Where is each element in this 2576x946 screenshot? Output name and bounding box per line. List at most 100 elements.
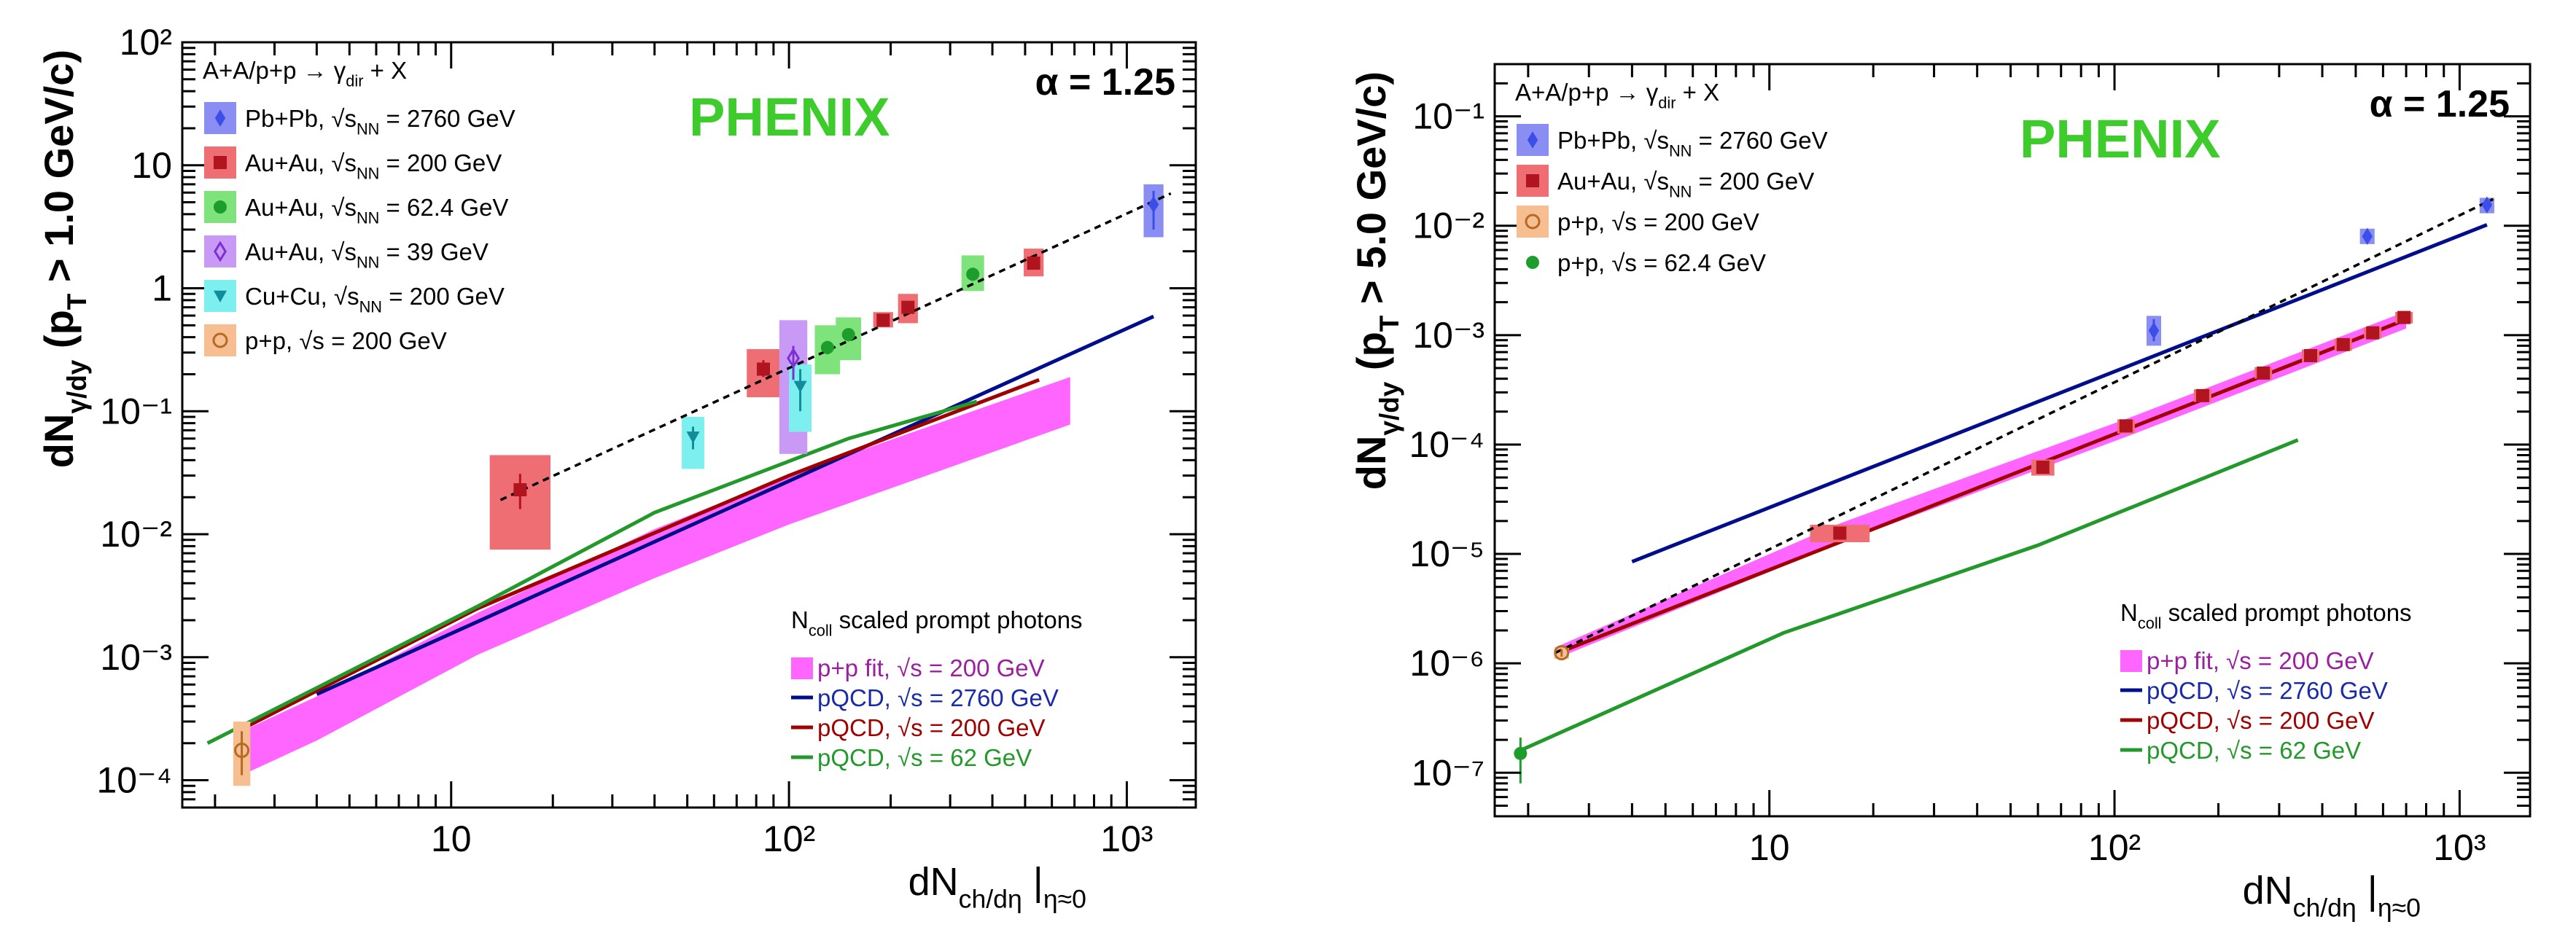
y-tick-label: 10² [120, 22, 172, 63]
alpha-label: α = 1.25 [1035, 61, 1175, 103]
legend-marker [214, 156, 227, 169]
alpha-label: α = 1.25 [2370, 83, 2510, 125]
legend-entry: Cu+Cu, √sNN = 200 GeV [245, 283, 505, 316]
data-point [2303, 348, 2317, 362]
data-point [2397, 310, 2411, 324]
process-label: A+A/p+p → γdir + X [1515, 79, 1719, 112]
pqcd-curve [316, 314, 1155, 696]
x-tick-label: 10 [431, 818, 472, 859]
y-tick-label: 10 [131, 145, 172, 186]
plot-area [206, 184, 1172, 786]
legend-marker [214, 200, 227, 214]
legend-marker [212, 332, 228, 348]
legend-entry: Au+Au, √sNN = 200 GeV [245, 149, 502, 183]
data-point [234, 743, 250, 759]
legend-entry: p+p, √s = 200 GeV [1557, 208, 1759, 235]
y-tick-label: 10⁻¹ [1412, 96, 1484, 137]
band-legend-entry: pQCD, √s = 200 GeV [817, 714, 1046, 741]
data-point [2195, 388, 2209, 402]
y-tick-label: 10⁻⁷ [1412, 752, 1484, 793]
legend-marker [214, 241, 227, 262]
band-legend-entry: pQCD, √s = 200 GeV [2147, 707, 2375, 734]
y-tick-label: 10⁻⁴ [1409, 424, 1485, 465]
band-legend-title: Ncoll scaled prompt photons [791, 606, 1083, 640]
legend-box [204, 235, 236, 267]
data-point [1833, 526, 1847, 540]
data-point [787, 347, 801, 370]
pqcd-curve [206, 399, 978, 745]
data-point [2362, 227, 2373, 245]
data-point [966, 267, 980, 281]
plot-frame [181, 41, 1197, 809]
process-label: A+A/p+p → γdir + X [203, 57, 407, 90]
alpha-fit-line [499, 192, 1172, 501]
data-point [2036, 461, 2050, 474]
legend-marker [214, 290, 227, 302]
x-tick-label: 10² [763, 818, 815, 859]
x-axis-title: dNch/dη |η≈0 [908, 860, 1086, 913]
band-legend-entry: pQCD, √s = 62 GeV [2147, 737, 2361, 764]
pqcd-curve [1519, 438, 2299, 752]
data-point [2119, 419, 2133, 433]
legend-entry: Au+Au, √sNN = 39 GeV [245, 238, 489, 272]
legend-marker [1526, 256, 1539, 269]
legend-marker [1525, 214, 1541, 230]
y-tick-label: 10⁻⁵ [1409, 533, 1484, 574]
y-tick-label: 10⁻¹ [100, 391, 172, 431]
data-point [1554, 645, 1570, 661]
ncoll-pp-fit-band [241, 377, 1070, 775]
plot-frame [1493, 63, 2532, 818]
phenix-title: PHENIX [689, 87, 890, 147]
data-point [2481, 196, 2493, 214]
legend-box [204, 324, 236, 356]
legend-entry: Au+Au, √sNN = 62.4 GeV [245, 194, 508, 227]
legend-entry: Au+Au, √sNN = 200 GeV [1557, 168, 1814, 201]
legend-marker [214, 109, 226, 127]
band-legend-entry: pQCD, √s = 2760 GeV [2147, 677, 2388, 704]
legend-marker [1527, 131, 1538, 149]
data-point [686, 431, 700, 444]
y-tick-label: 10⁻⁴ [97, 760, 173, 801]
data-point [2257, 366, 2270, 380]
data-point [2366, 326, 2380, 340]
phenix-title: PHENIX [2020, 109, 2221, 169]
data-point [757, 362, 771, 376]
chart-left-pt1: 10 10² 10³ 10⁻⁴ 10⁻³ 10⁻² 10⁻¹ 1 10 10² dNch/dη |η… [36, 22, 1197, 913]
band-legend-entry: pQCD, √s = 62 GeV [817, 744, 1032, 771]
y-axis-title: dNγ/dy (pT > 1.0 GeV/c) [36, 50, 92, 468]
data-point [901, 300, 915, 314]
data-point [841, 328, 855, 342]
chart-right-pt5: 10 10² 10³ 10⁻⁷ 10⁻⁶ 10⁻⁵ 10⁻⁴ 10⁻³ 10⁻² 10⁻¹ dNch… [1348, 63, 2532, 922]
alpha-fit-line [1554, 198, 2494, 654]
y-tick-label: 10⁻³ [100, 637, 172, 678]
legend-box [1517, 206, 1549, 238]
data-point [820, 340, 834, 354]
y-axis-title: dNγ/dy (pT > 5.0 GeV/c) [1348, 71, 1404, 490]
data-point [793, 380, 807, 393]
pqcd-curve [1631, 223, 2488, 563]
band-legend-entry: p+p fit, √s = 200 GeV [2147, 647, 2374, 674]
x-axis-title: dNch/dη |η≈0 [2243, 869, 2421, 922]
data-point [1148, 195, 1159, 214]
legend-entry: p+p, √s = 62.4 GeV [1557, 249, 1766, 276]
y-tick-label: 1 [152, 268, 172, 309]
band-legend-entry: pQCD, √s = 2760 GeV [817, 684, 1059, 711]
y-tick-label: 10⁻² [100, 514, 172, 555]
plot-area [1514, 196, 2494, 783]
data-point [2336, 337, 2350, 351]
y-tick-label: 10⁻² [1412, 206, 1484, 246]
legend-entry: p+p, √s = 200 GeV [245, 327, 447, 354]
pqcd-curve [241, 378, 1040, 731]
band-legend-swatch [2120, 650, 2142, 672]
data-point [1027, 257, 1040, 270]
data-point [513, 482, 527, 496]
legend-entry: Pb+Pb, √sNN = 2760 GeV [1557, 127, 1828, 160]
x-tick-label: 10³ [1100, 818, 1153, 859]
band-legend-title: Ncoll scaled prompt photons [2120, 599, 2412, 633]
y-tick-label: 10⁻⁶ [1409, 643, 1484, 684]
data-point [2148, 321, 2160, 340]
band-legend-entry: p+p fit, √s = 200 GeV [817, 654, 1045, 681]
data-point [876, 313, 890, 327]
